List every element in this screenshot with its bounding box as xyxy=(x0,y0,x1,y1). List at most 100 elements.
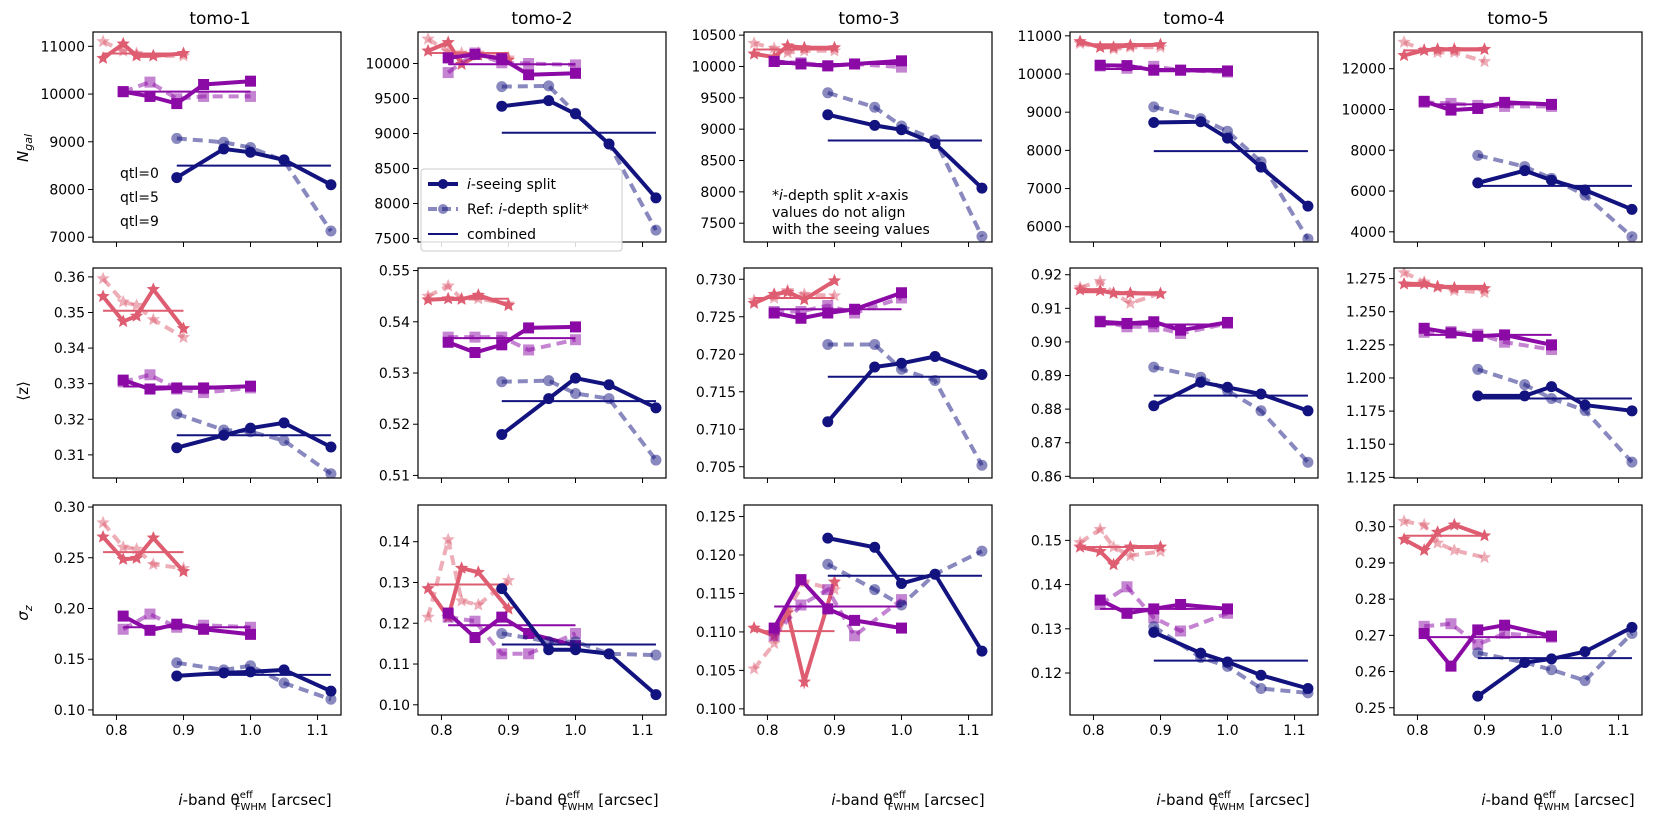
depth-point-qtl0 xyxy=(325,225,337,237)
depth-point-qtl9 xyxy=(96,271,110,285)
legend-ref-label: Ref: i-depth split* xyxy=(467,202,589,218)
y-tick-label: 12000 xyxy=(1341,62,1386,78)
depth-line-qtl0 xyxy=(1153,365,1310,464)
depth-point-qtl5 xyxy=(822,584,834,596)
x-tick-label: 0.8 xyxy=(1406,723,1428,739)
seeing-point-qtl0 xyxy=(325,179,337,191)
y-axis-label-sigma-z: σz xyxy=(14,605,35,621)
y-tick-label: 0.15 xyxy=(54,652,85,668)
plot-area xyxy=(1073,274,1314,468)
plot-area xyxy=(1397,268,1638,468)
seeing-point-qtl0 xyxy=(171,670,183,682)
seeing-point-qtl0 xyxy=(1222,656,1234,668)
depth-line-qtl0 xyxy=(1153,104,1310,240)
seeing-point-qtl0 xyxy=(570,372,582,384)
seeing-point-qtl5 xyxy=(849,58,861,70)
seeing-point-qtl5 xyxy=(1148,316,1160,328)
depth-point-qtl0 xyxy=(325,468,337,478)
seeing-point-qtl9 xyxy=(1430,42,1445,55)
y-tick-label: 10000 xyxy=(1017,67,1062,83)
y-tick-label: 9000 xyxy=(700,122,736,138)
seeing-point-qtl5 xyxy=(1094,316,1106,328)
x-tick-label: 1.1 xyxy=(306,723,328,739)
column-title-tomo-2: tomo-2 xyxy=(511,9,572,29)
seeing-point-qtl0 xyxy=(1546,174,1558,186)
seeing-point-qtl0 xyxy=(278,417,290,429)
main-legend: i-seeing split Ref: i-depth split* combi… xyxy=(420,168,623,252)
seeing-point-qtl9 xyxy=(1106,557,1121,571)
seeing-point-qtl5 xyxy=(469,48,481,60)
seeing-point-qtl0 xyxy=(1148,116,1160,128)
seeing-point-qtl0 xyxy=(650,192,662,204)
x-axis-label-1: i-band θeff FWHM [arcsec] xyxy=(178,790,331,813)
seeing-point-qtl9 xyxy=(454,561,469,574)
seeing-point-qtl5 xyxy=(496,53,508,65)
seeing-point-qtl0 xyxy=(1195,647,1207,659)
x-tick-label: 1.0 xyxy=(890,723,912,739)
depth-line-qtl0 xyxy=(176,412,333,476)
depth-point-qtl9 xyxy=(454,593,469,607)
x-tick-label: 0.9 xyxy=(1473,723,1495,739)
seeing-point-qtl9 xyxy=(421,292,435,306)
seeing-point-qtl9 xyxy=(454,292,469,305)
seeing-point-qtl9 xyxy=(827,273,842,287)
seeing-point-qtl9 xyxy=(1093,283,1107,297)
depth-point-qtl9 xyxy=(96,515,110,529)
seeing-point-qtl9 xyxy=(96,51,110,64)
seeing-point-qtl5 xyxy=(1499,96,1511,108)
depth-point-qtl5 xyxy=(849,630,861,642)
seeing-point-qtl9 xyxy=(1397,48,1411,62)
note-line-1: *i-depth split x-axis xyxy=(772,188,908,204)
y-tick-label: 10000 xyxy=(1341,102,1386,118)
seeing-point-qtl5 xyxy=(1472,624,1484,636)
seeing-point-qtl5 xyxy=(171,382,183,394)
y-tick-label: 8500 xyxy=(700,154,736,170)
y-tick-label: 0.10 xyxy=(379,698,410,714)
depth-line-qtl9 xyxy=(1078,526,1161,558)
seeing-point-qtl9 xyxy=(1417,43,1431,56)
seeing-point-qtl9 xyxy=(1430,279,1445,293)
seeing-point-qtl0 xyxy=(976,182,988,194)
depth-point-qtl9 xyxy=(1123,296,1137,309)
panel-r3-c2: 0.10 0.11 0.12 0.13 0.14 0.8 0.9 1.0 1.1 xyxy=(379,504,667,739)
seeing-point-qtl5 xyxy=(849,303,861,315)
seeing-point-qtl9 xyxy=(129,551,144,564)
y-tick-label: 0.120 xyxy=(696,548,736,564)
x-tick-label: 0.9 xyxy=(1149,723,1171,739)
y-tick-label: 11000 xyxy=(1017,29,1062,45)
seeing-point-qtl0 xyxy=(1579,646,1591,658)
seeing-point-qtl0 xyxy=(543,644,555,656)
seeing-point-qtl0 xyxy=(929,138,941,150)
depth-point-qtl9 xyxy=(747,36,761,49)
y-tick-label: 0.25 xyxy=(1355,701,1386,717)
seeing-point-qtl0 xyxy=(496,583,508,595)
y-tick-label: 0.26 xyxy=(1355,665,1386,681)
seeing-point-qtl0 xyxy=(218,429,230,441)
depth-point-qtl0 xyxy=(869,339,881,350)
seeing-point-qtl9 xyxy=(797,674,811,688)
seeing-point-qtl5 xyxy=(1418,95,1430,107)
seeing-point-qtl9 xyxy=(1123,286,1137,299)
seeing-point-qtl9 xyxy=(1447,517,1461,531)
seeing-point-qtl0 xyxy=(496,100,508,112)
depth-point-qtl0 xyxy=(1472,149,1484,161)
panel-frame xyxy=(1069,504,1319,716)
y-tick-label: 0.125 xyxy=(696,510,736,526)
depth-point-qtl0 xyxy=(1472,363,1484,375)
depth-point-qtl9 xyxy=(1397,35,1411,48)
depth-point-qtl5 xyxy=(1445,618,1457,630)
seeing-point-qtl0 xyxy=(1255,161,1267,173)
panel-frame xyxy=(92,31,342,243)
seeing-point-qtl9 xyxy=(129,309,144,322)
depth-point-qtl5 xyxy=(570,627,582,639)
panel-r1-c3: 7500 8000 8500 9000 9500 10000 10500 xyxy=(691,28,993,247)
panel-r3-c5: 0.25 0.26 0.27 0.28 0.29 0.30 0.8 0.9 1.0 1.1 xyxy=(1355,504,1643,739)
depth-line-qtl9 xyxy=(1403,519,1485,560)
seeing-point-qtl0 xyxy=(929,568,941,580)
seeing-point-qtl5 xyxy=(198,623,210,635)
seeing-point-qtl0 xyxy=(1519,657,1531,668)
seeing-point-qtl9 xyxy=(441,291,455,305)
depth-point-qtl9 xyxy=(767,41,781,54)
seeing-point-qtl0 xyxy=(650,689,662,701)
depth-point-qtl5 xyxy=(896,61,908,73)
